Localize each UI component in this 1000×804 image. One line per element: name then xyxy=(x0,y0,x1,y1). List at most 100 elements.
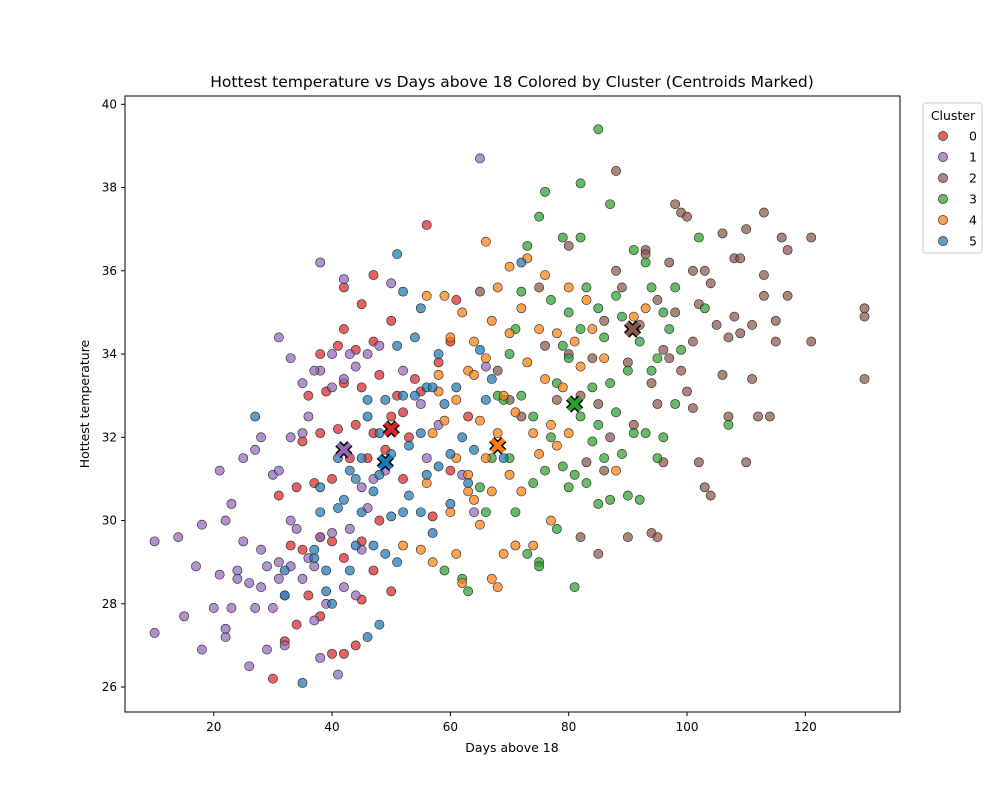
data-point xyxy=(652,399,663,409)
data-point xyxy=(297,677,308,688)
data-point xyxy=(309,553,320,563)
data-point xyxy=(285,515,296,526)
data-point xyxy=(522,548,533,559)
data-point xyxy=(368,540,379,551)
data-point xyxy=(617,311,627,322)
data-point xyxy=(782,290,793,301)
data-point xyxy=(179,611,190,622)
data-point xyxy=(557,382,568,393)
data-point xyxy=(717,228,728,239)
legend-label: 3 xyxy=(969,192,977,207)
data-point xyxy=(670,282,681,293)
centroid-marker-1 xyxy=(335,441,353,459)
data-point xyxy=(250,444,261,455)
data-point xyxy=(262,561,272,572)
data-point xyxy=(475,519,485,530)
data-point xyxy=(480,453,491,464)
data-point xyxy=(587,436,598,447)
data-point xyxy=(463,478,474,488)
data-point xyxy=(173,532,184,543)
data-point xyxy=(415,428,426,439)
data-point xyxy=(439,565,450,576)
data-point xyxy=(303,411,314,422)
data-point xyxy=(256,432,266,443)
data-point xyxy=(309,561,320,572)
data-point xyxy=(486,315,497,326)
data-point xyxy=(338,282,349,293)
data-point xyxy=(486,374,497,384)
data-point xyxy=(557,461,568,472)
data-point xyxy=(628,311,639,322)
data-point xyxy=(640,303,651,314)
data-point xyxy=(297,544,308,555)
data-point xyxy=(563,307,574,318)
data-point xyxy=(676,365,687,376)
data-point xyxy=(611,465,621,476)
data-point xyxy=(226,603,237,613)
data-point xyxy=(273,465,284,476)
data-point xyxy=(415,399,426,409)
data-point xyxy=(534,449,545,459)
data-point xyxy=(480,361,491,372)
data-point xyxy=(250,411,261,422)
data-point xyxy=(439,290,450,301)
data-point xyxy=(445,332,456,343)
data-point xyxy=(587,382,598,393)
data-point xyxy=(782,245,793,255)
data-point xyxy=(711,320,722,330)
data-point xyxy=(475,286,485,297)
data-point xyxy=(469,507,479,518)
legend-title: Cluster xyxy=(931,108,976,123)
data-point xyxy=(510,540,521,551)
data-point xyxy=(463,411,474,422)
data-point xyxy=(238,453,249,464)
data-point xyxy=(682,386,692,397)
data-point xyxy=(551,440,562,451)
data-point xyxy=(634,494,645,505)
data-point xyxy=(291,482,302,493)
data-point xyxy=(652,353,663,364)
data-point xyxy=(475,153,485,164)
data-point xyxy=(776,232,787,243)
data-point xyxy=(469,444,479,455)
data-point xyxy=(658,307,669,318)
data-point xyxy=(268,673,278,684)
legend-marker xyxy=(938,194,948,204)
data-point xyxy=(759,207,769,218)
data-point xyxy=(427,428,438,439)
data-point xyxy=(611,290,621,301)
data-point xyxy=(540,270,550,280)
data-point xyxy=(451,394,462,405)
data-point xyxy=(392,557,403,568)
series-5 xyxy=(250,249,527,688)
data-point xyxy=(303,590,314,601)
centroid-layer xyxy=(335,320,642,471)
data-point xyxy=(575,324,586,334)
data-point xyxy=(599,353,610,364)
data-point xyxy=(374,369,385,380)
data-point xyxy=(427,557,438,568)
data-point xyxy=(759,270,769,280)
data-point xyxy=(392,340,403,351)
data-point xyxy=(398,407,408,418)
data-point xyxy=(534,282,545,293)
data-point xyxy=(439,399,450,409)
data-point xyxy=(575,178,586,189)
data-point xyxy=(333,340,343,351)
data-point xyxy=(344,523,355,534)
data-point xyxy=(321,586,332,597)
data-point xyxy=(327,474,337,484)
data-point xyxy=(285,432,296,443)
data-point xyxy=(546,432,556,443)
data-point xyxy=(427,382,438,393)
data-point xyxy=(338,374,349,384)
data-point xyxy=(404,432,414,443)
data-point xyxy=(492,365,503,376)
data-point xyxy=(764,411,775,422)
data-point xyxy=(433,349,444,359)
data-point xyxy=(699,303,710,314)
data-point xyxy=(386,278,397,289)
data-point xyxy=(540,465,550,476)
data-point xyxy=(563,353,574,364)
data-point xyxy=(628,428,639,439)
